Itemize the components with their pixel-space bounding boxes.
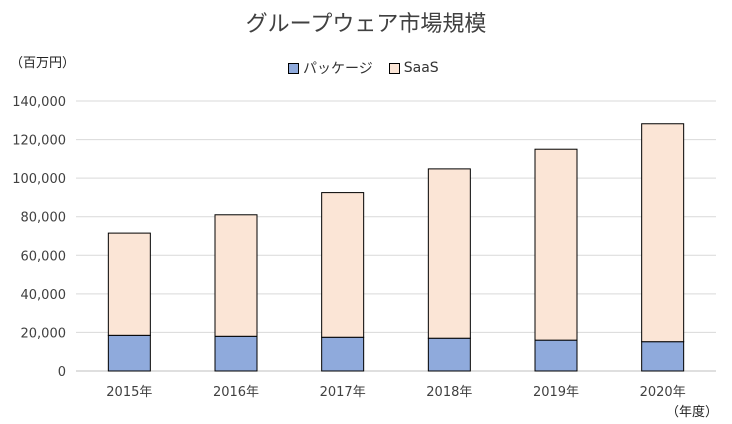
bar-saas <box>321 192 365 338</box>
legend-label-saas: SaaS <box>403 60 439 76</box>
bar-saas <box>107 232 151 336</box>
bar-package <box>214 335 258 372</box>
x-tick-label: 2016年 <box>213 385 259 400</box>
y-axis-unit-label: （百万円） <box>10 56 76 71</box>
bar-saas <box>641 123 685 343</box>
legend-swatch-package <box>288 62 299 74</box>
y-tick-label: 100,000 <box>12 172 66 187</box>
bar-package <box>107 334 151 372</box>
y-tick-label: 0 <box>58 365 66 380</box>
bar-saas <box>214 214 258 337</box>
chart-title: グループウェア市場規模 <box>245 12 487 37</box>
bar-package <box>534 339 578 372</box>
y-tick-label: 60,000 <box>21 249 67 264</box>
x-tick-label: 2017年 <box>320 385 366 400</box>
legend-swatch-saas <box>388 62 400 74</box>
y-tick-label: 120,000 <box>12 134 66 149</box>
bar-package <box>641 341 685 372</box>
legend-item-saas: SaaS <box>388 60 439 76</box>
legend: パッケージ SaaS <box>288 58 439 78</box>
y-tick-label: 40,000 <box>21 288 67 303</box>
legend-label-package: パッケージ <box>303 61 373 77</box>
bar-package <box>427 337 471 372</box>
legend-item-package: パッケージ <box>288 58 373 78</box>
x-tick-label: 2015年 <box>106 385 152 400</box>
y-tick-label: 80,000 <box>21 211 67 226</box>
y-tick-label: 140,000 <box>12 95 66 110</box>
bar-saas <box>427 168 471 339</box>
bar-package <box>321 336 365 372</box>
x-axis-unit-label: （年度） <box>665 405 718 420</box>
y-tick-label: 20,000 <box>21 326 67 341</box>
bar-saas <box>534 148 578 341</box>
x-tick-label: 2018年 <box>426 385 472 400</box>
x-tick-label: 2020年 <box>640 385 686 400</box>
x-tick-label: 2019年 <box>533 385 579 400</box>
